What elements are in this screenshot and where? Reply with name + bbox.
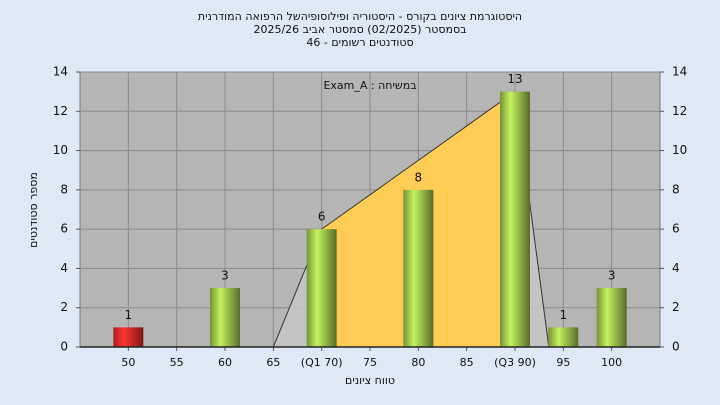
y-tick-label: 6 [60,222,68,236]
x-tick-label: 50 [121,356,135,369]
data-label: 1 [125,308,133,322]
x-tick-label: 75 [363,356,377,369]
x-axis-label: טווח ציונים [345,374,395,387]
y-tick-label: 2 [60,300,68,314]
y-tick-label: 10 [53,143,68,157]
data-label: 3 [221,269,229,283]
y2-tick-label: 10 [672,143,687,157]
bar [113,327,144,347]
bar [210,288,240,347]
data-label: 1 [560,308,568,322]
x-tick-label: 80 [411,356,425,369]
data-label: 13 [507,72,522,86]
chart-title: היסטוגרמת ציונים בקורס - היסטוריה ופילוס… [198,10,522,23]
subtitle: בסמסטר (02/2025) סמסטר אביב 2025/26 [253,23,466,36]
bar [403,189,434,347]
x-tick-label: (Q1 70) [301,356,343,369]
y-tick-label: 4 [60,261,68,275]
x-tick-label: 100 [601,356,622,369]
bar [500,91,530,348]
x-tick-label: 55 [170,356,184,369]
x-tick-label: 60 [218,356,232,369]
bar [306,229,337,347]
bar [596,288,627,347]
y2-tick-label: 8 [672,182,680,196]
x-tick-label: (Q3 90) [494,356,536,369]
y-tick-label: 14 [53,65,68,79]
x-tick-label: 65 [266,356,280,369]
y2-tick-label: 0 [672,340,680,354]
x-tick-label: 85 [460,356,474,369]
bar [548,327,579,347]
y2-tick-label: 12 [672,104,687,118]
data-label: 8 [415,170,423,184]
y-tick-label: 8 [60,182,68,196]
x-tick-label: 95 [556,356,570,369]
y2-tick-label: 14 [672,65,687,79]
subtitle: סטודנטים רשומים - 46 [306,36,413,49]
curve-line [272,90,550,348]
y2-tick-label: 2 [672,300,680,314]
y-tick-label: 12 [53,104,68,118]
data-label: 3 [608,269,616,283]
data-label: 6 [318,210,326,224]
y2-tick-label: 6 [672,222,680,236]
y-tick-label: 0 [60,340,68,354]
y2-tick-label: 4 [672,261,680,275]
y-axis-label: מספר סטודנטים [27,172,40,248]
